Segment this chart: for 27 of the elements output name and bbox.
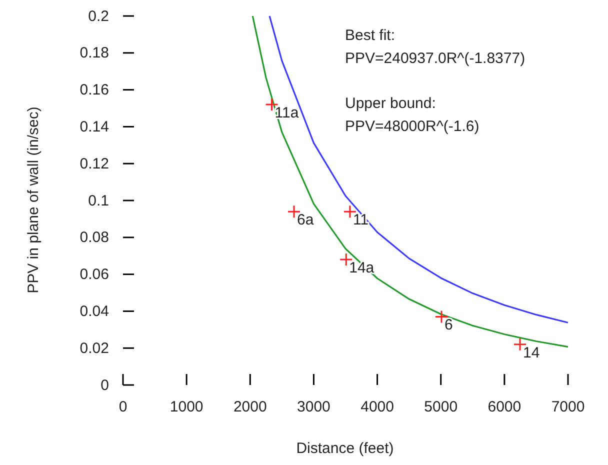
- y-tick-label: 0.04: [80, 303, 109, 320]
- x-tick-label: 1000: [170, 398, 204, 416]
- x-tick-label: 6000: [488, 398, 522, 416]
- x-tick-label: 7000: [551, 398, 585, 416]
- annotation: Best fit: PPV=240937.0R^(-1.8377): [345, 27, 526, 67]
- y-tick-label: 0.02: [80, 340, 109, 357]
- annotation: 11: [352, 212, 369, 229]
- x-tick-label: 4000: [360, 398, 394, 416]
- y-tick-label: 0.12: [80, 155, 109, 172]
- x-tick-label: 0: [118, 398, 128, 416]
- y-tick-label: 0.1: [88, 192, 109, 210]
- annotation: 6a: [297, 212, 314, 229]
- y-tick-label: 0.06: [80, 266, 109, 284]
- y-tick-label: 0.08: [80, 229, 109, 246]
- y-tick-label: 0.2: [88, 8, 109, 25]
- annotation: 6: [444, 316, 453, 334]
- y-tick-label: 0.14: [80, 118, 109, 136]
- annotation: 14: [523, 344, 540, 362]
- x-tick-label: 2000: [233, 398, 267, 416]
- y-tick-label: 0.18: [80, 44, 109, 62]
- y-tick-label: 0: [100, 376, 109, 394]
- x-tick-label: 3000: [297, 398, 330, 416]
- x-axis-title: Distance (feet): [296, 440, 394, 457]
- annotation: Upper bound: PPV=48000R^(-1.6): [345, 95, 480, 135]
- x-tick-label: 5000: [424, 398, 458, 416]
- y-axis-title: PPV in plane of wall (in/sec): [25, 106, 42, 294]
- y-tick-label: 0.16: [80, 82, 109, 99]
